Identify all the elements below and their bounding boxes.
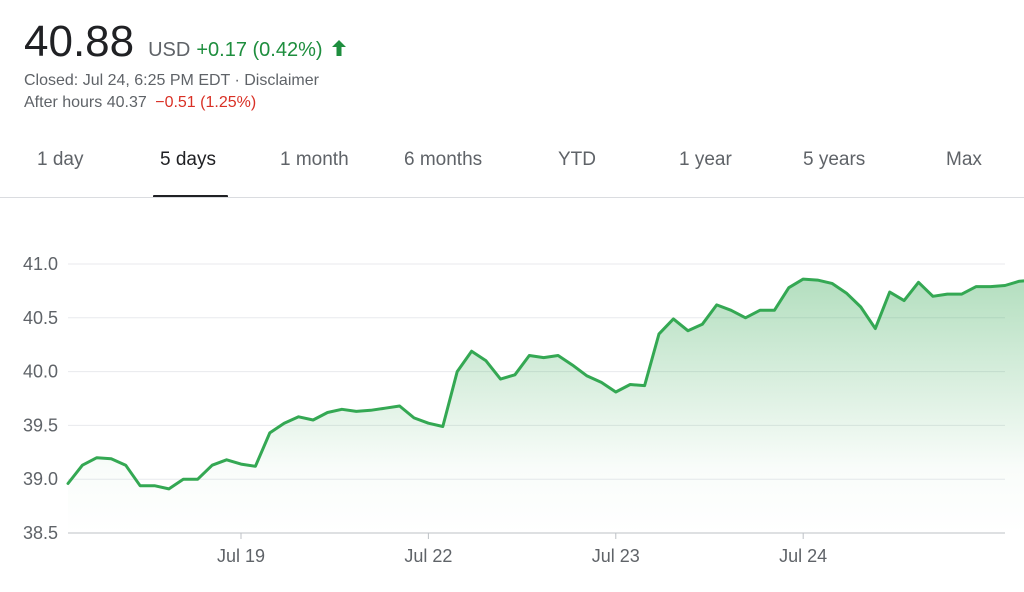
separator: · <box>230 72 245 89</box>
after-hours-line: After hours 40.37 −0.51 (1.25%) <box>24 92 347 114</box>
active-tab-indicator <box>153 195 228 198</box>
price-area <box>68 279 1024 533</box>
closed-time-line: Closed: Jul 24, 6:25 PM EDT · Disclaimer <box>24 70 347 92</box>
range-tabs: 1 day 5 days 1 month 6 months YTD 1 year… <box>0 130 1024 198</box>
disclaimer-link[interactable]: Disclaimer <box>244 72 319 89</box>
tab-1-month[interactable]: 1 month <box>280 149 349 170</box>
price-change: +0.17 (0.42%) <box>196 39 323 61</box>
y-tick-label: 39.5 <box>23 415 58 435</box>
y-tick-label: 38.5 <box>23 523 58 543</box>
y-tick-label: 40.0 <box>23 362 58 382</box>
tab-max[interactable]: Max <box>946 149 982 170</box>
tab-1-day[interactable]: 1 day <box>37 149 84 170</box>
price-line <box>66 277 1024 491</box>
tab-1-year[interactable]: 1 year <box>679 149 732 170</box>
closed-time: Closed: Jul 24, 6:25 PM EDT <box>24 72 231 89</box>
current-price: 40.88 <box>24 17 135 66</box>
x-tick-label: Jul 22 <box>404 546 452 566</box>
tab-5-days[interactable]: 5 days <box>160 149 216 170</box>
x-tick-label: Jul 23 <box>592 546 640 566</box>
x-tick-label: Jul 19 <box>217 546 265 566</box>
tab-6-months[interactable]: 6 months <box>404 149 483 170</box>
y-tick-label: 41.0 <box>23 254 58 274</box>
after-hours-change: −0.51 (1.25%) <box>155 94 257 111</box>
y-tick-label: 40.5 <box>23 308 58 328</box>
currency-label: USD <box>148 39 191 61</box>
y-tick-label: 39.0 <box>23 469 58 489</box>
quote-header: 40.88 USD +0.17 (0.42%) Closed: Jul 24, … <box>24 18 347 114</box>
after-hours-label: After hours <box>24 94 103 111</box>
price-row: 40.88 USD +0.17 (0.42%) <box>24 18 347 66</box>
x-tick-label: Jul 24 <box>779 546 827 566</box>
tab-ytd[interactable]: YTD <box>558 149 596 170</box>
tab-5-years[interactable]: 5 years <box>803 149 866 170</box>
after-hours-price: 40.37 <box>106 94 147 111</box>
tabs-divider <box>0 197 1024 198</box>
arrow-up-icon <box>331 39 347 62</box>
